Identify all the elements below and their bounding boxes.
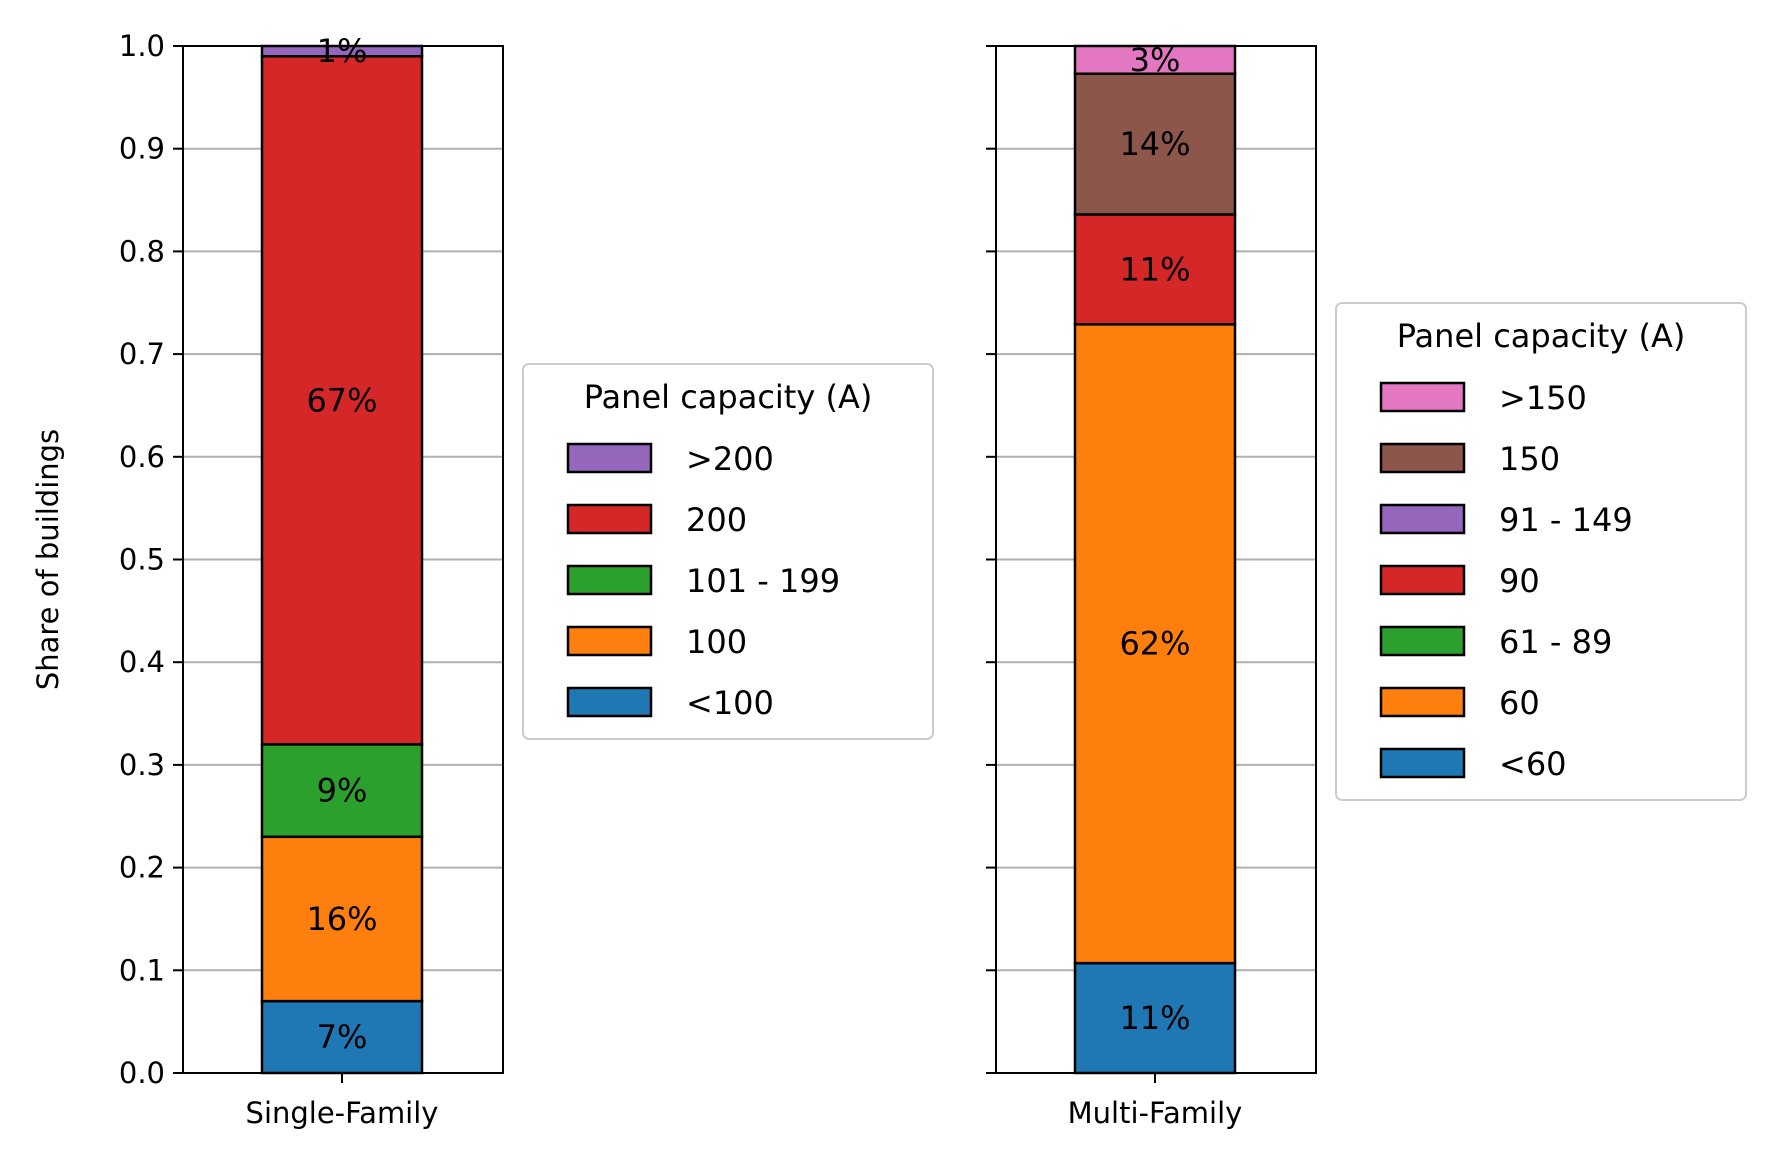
bar-data-label: 67%: [306, 381, 377, 419]
bar-segment: [260, 999, 424, 1075]
bar-segment: [1073, 213, 1237, 326]
legend-swatch: [1379, 686, 1466, 718]
legend-entry-label: <100: [686, 684, 774, 722]
y-tick-label: 0.5: [119, 543, 165, 577]
y-tick-label: 0.6: [119, 440, 165, 474]
legend-box: [522, 363, 934, 740]
bar-data-label: 14%: [1119, 125, 1190, 163]
y-tick-label: 0.2: [119, 851, 165, 885]
legend-swatch: [1379, 503, 1466, 535]
legend-swatch: [1379, 442, 1466, 474]
legend-swatch: [566, 686, 653, 718]
legend-entry-label: 61 - 89: [1499, 623, 1612, 661]
legend-title: Panel capacity (A): [584, 378, 873, 416]
bar-data-label: 7%: [317, 1018, 368, 1056]
legend-entry-label: >200: [686, 440, 774, 478]
legend-swatch: [1379, 625, 1466, 657]
bar-data-label: 16%: [306, 900, 377, 938]
legend-entry-label: 91 - 149: [1499, 501, 1633, 539]
legend-entry-label: 150: [1499, 440, 1560, 478]
y-tick-label: 0.1: [119, 953, 165, 987]
legend-title: Panel capacity (A): [1397, 317, 1686, 355]
legend-swatch: [1379, 564, 1466, 596]
legend-swatch: [1379, 381, 1466, 413]
legend-entry-label: 200: [686, 501, 747, 539]
bar-data-label: 3%: [1130, 41, 1181, 79]
legend-box: [1335, 302, 1747, 801]
y-tick-label: 1.0: [119, 29, 165, 63]
legend-swatch: [566, 564, 653, 596]
y-tick-label: 0.3: [119, 748, 165, 782]
x-tick-label: Single-Family: [246, 1096, 439, 1130]
legend-swatch: [1379, 747, 1466, 779]
legend-entry-label: 101 - 199: [686, 562, 840, 600]
legend-swatch: [566, 442, 653, 474]
bar-segment: [1073, 323, 1237, 965]
bar-data-label: 9%: [317, 772, 368, 810]
bar-data-label: 11%: [1119, 250, 1190, 288]
bar-data-label: 62%: [1119, 625, 1190, 663]
y-tick-label: 0.4: [119, 645, 165, 679]
legend-entry-label: >150: [1499, 379, 1587, 417]
legend-swatch: [566, 503, 653, 535]
legend-swatch: [566, 625, 653, 657]
y-tick-label: 0.9: [119, 132, 165, 166]
legend-entry-label: 100: [686, 623, 747, 661]
legend-entry-label: 90: [1499, 562, 1540, 600]
y-tick-label: 0.7: [119, 337, 165, 371]
bar-data-label: 11%: [1119, 999, 1190, 1037]
y-tick-label: 0.8: [119, 234, 165, 268]
y-axis-label: Share of buildings: [31, 429, 65, 690]
legend-entry-label: 60: [1499, 684, 1540, 722]
x-tick-label: Multi-Family: [1068, 1096, 1243, 1130]
legend-entry-label: <60: [1499, 745, 1567, 783]
bar-data-label: 1%: [317, 32, 368, 70]
y-tick-label: 0.0: [119, 1056, 165, 1090]
